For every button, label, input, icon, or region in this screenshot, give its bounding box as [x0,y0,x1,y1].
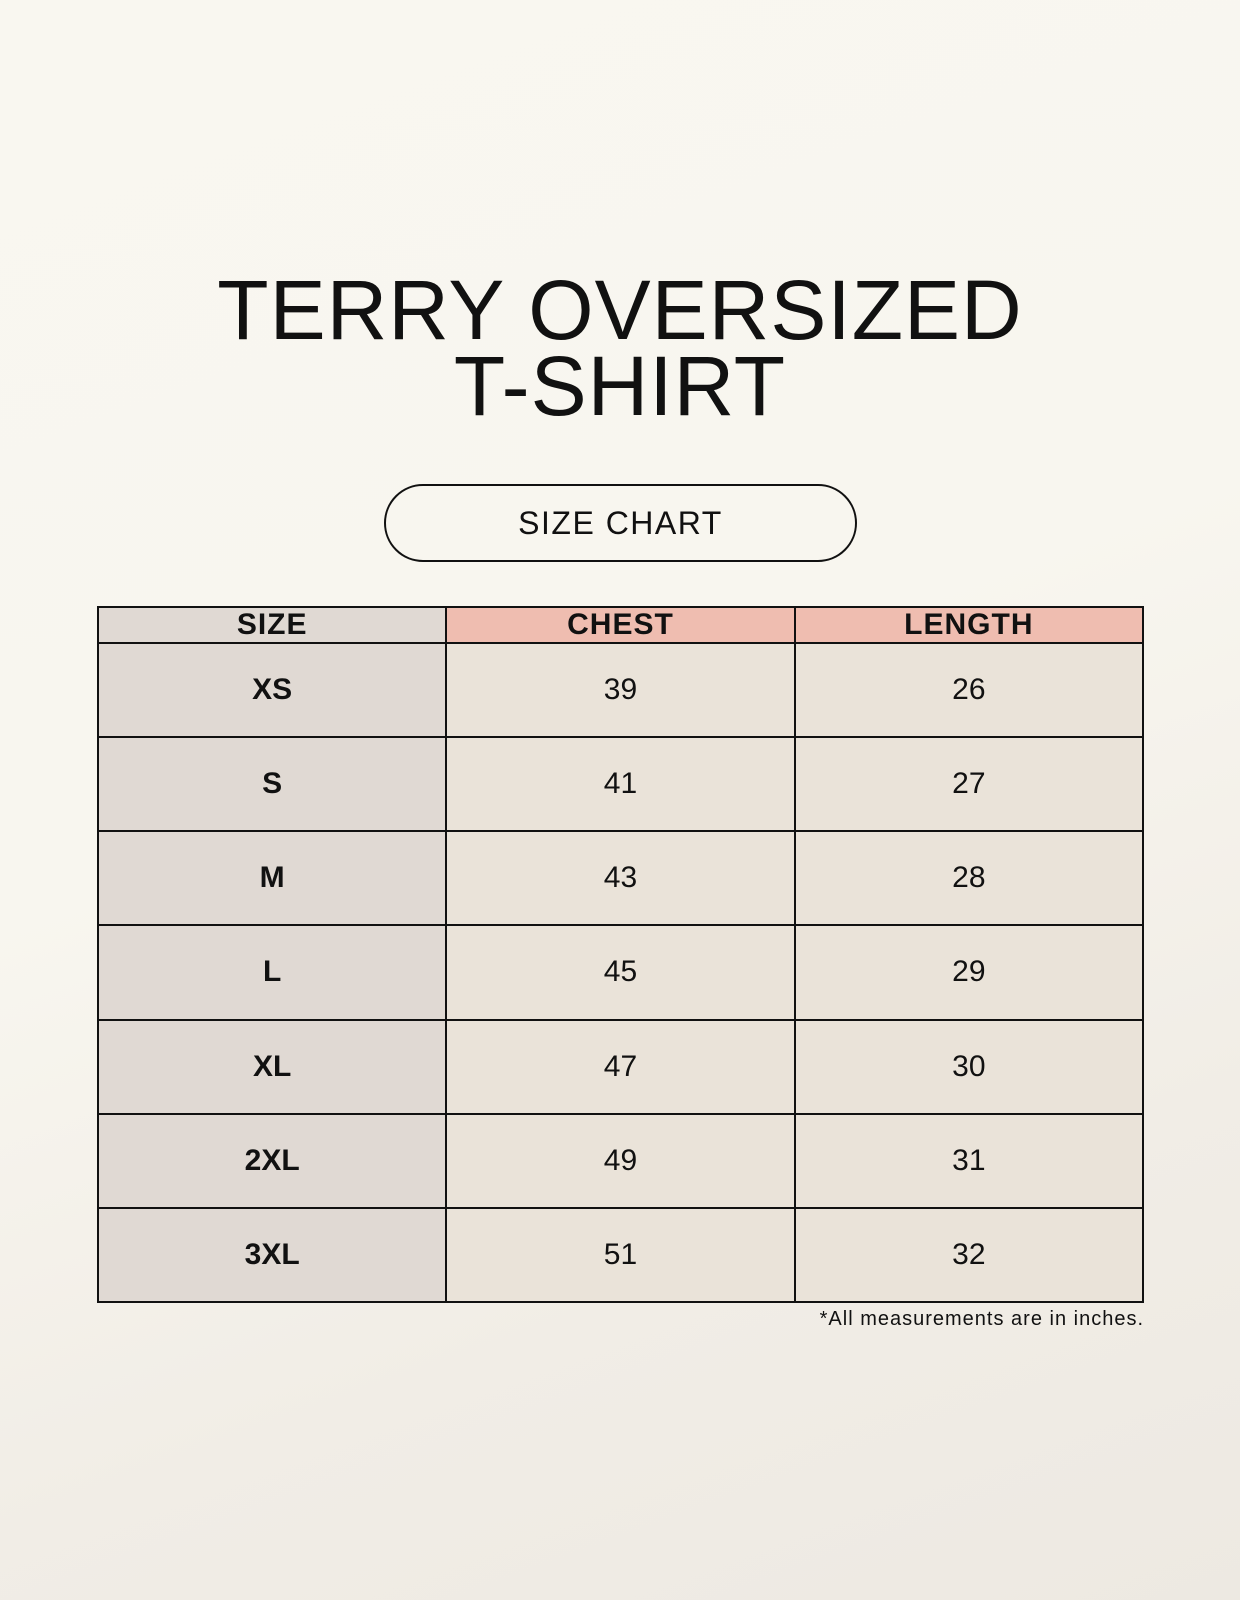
size-table: SIZE CHEST LENGTH XS 39 26 S 41 27 M 43 28 L 45 29 X… [96,606,1145,1304]
table-row: XS 39 26 [96,641,1145,739]
table-row: 2XL 49 31 [96,1112,1145,1209]
cell-chest: 49 [445,1112,796,1209]
cell-length: 30 [793,1018,1145,1115]
cell-length: 29 [793,924,1145,1021]
cell-chest: 47 [445,1018,796,1115]
table-row: 3XL 51 32 [96,1206,1145,1304]
table-row: M 43 28 [96,830,1145,927]
footnote: *All measurements are in inches. [819,1308,1144,1330]
cell-chest: 51 [445,1206,796,1304]
cell-size: S [96,736,448,833]
cell-length: 28 [793,830,1145,927]
cell-chest: 43 [445,830,796,927]
table-row: S 41 27 [96,736,1145,833]
header-chest: CHEST [445,606,796,644]
cell-length: 32 [793,1206,1145,1304]
header-size: SIZE [96,606,448,644]
cell-chest: 39 [445,641,796,739]
title-line-1: TERRY OVERSIZED [217,263,1023,357]
cell-size: 3XL [96,1206,448,1304]
header-row: SIZE CHEST LENGTH [96,606,1145,644]
size-chart-badge: SIZE CHART [384,484,857,562]
cell-length: 31 [793,1112,1145,1209]
page-title: TERRY OVERSIZED T-SHIRT [0,263,1240,433]
header-length: LENGTH [793,606,1145,644]
cell-size: 2XL [96,1112,448,1209]
table-row: L 45 29 [96,924,1145,1021]
cell-length: 26 [793,641,1145,739]
cell-size: XL [96,1018,448,1115]
cell-chest: 45 [445,924,796,1021]
table-row: XL 47 30 [96,1018,1145,1115]
cell-length: 27 [793,736,1145,833]
cell-size: XS [96,641,448,739]
title-line-2: T-SHIRT [453,339,787,433]
cell-chest: 41 [445,736,796,833]
cell-size: M [96,830,448,927]
cell-size: L [96,924,448,1021]
